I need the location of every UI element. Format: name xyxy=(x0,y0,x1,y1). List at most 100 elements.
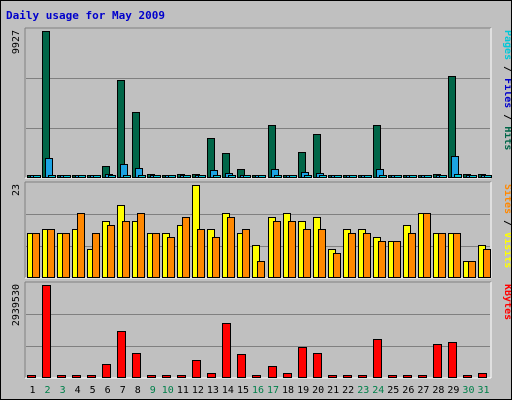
bar-pages-day-8 xyxy=(138,175,146,178)
x-tick-label: 28 xyxy=(432,385,444,396)
bar-kbytes-day-23 xyxy=(358,375,367,378)
bar-pages-day-20 xyxy=(319,175,327,178)
bar-kbytes-day-22 xyxy=(343,375,352,378)
bar-kbytes-day-2 xyxy=(42,285,51,378)
x-tick-label: 9 xyxy=(150,385,156,396)
bar-sites-day-28 xyxy=(438,233,446,278)
bar-kbytes-day-27 xyxy=(418,375,427,378)
x-tick-label: 5 xyxy=(90,385,96,396)
x-tick-label: 7 xyxy=(120,385,126,396)
x-tick-label: 8 xyxy=(135,385,141,396)
bar-sites-day-3 xyxy=(62,233,70,278)
bar-sites-day-6 xyxy=(107,225,115,278)
x-tick-label: 21 xyxy=(327,385,339,396)
bar-pages-day-3 xyxy=(63,175,71,178)
bar-pages-day-22 xyxy=(349,175,357,178)
bar-sites-day-5 xyxy=(92,233,100,278)
x-tick-label: 18 xyxy=(282,385,294,396)
x-tick-label: 19 xyxy=(297,385,309,396)
bar-pages-day-9 xyxy=(153,175,161,178)
x-tick-label: 10 xyxy=(162,385,174,396)
legend-hits: Pages / Files / Hits xyxy=(502,30,511,150)
bar-sites-day-11 xyxy=(182,217,190,278)
panel-background xyxy=(25,28,491,178)
bar-sites-day-20 xyxy=(318,229,326,278)
bar-pages-day-6 xyxy=(108,175,116,178)
x-tick-label: 24 xyxy=(372,385,384,396)
bar-pages-day-27 xyxy=(424,175,432,178)
x-tick-label: 15 xyxy=(237,385,249,396)
bar-sites-day-13 xyxy=(212,237,220,278)
x-tick-label: 4 xyxy=(75,385,81,396)
bar-kbytes-day-25 xyxy=(388,375,397,378)
bar-pages-day-28 xyxy=(439,175,447,178)
bar-kbytes-day-8 xyxy=(132,353,141,378)
bar-kbytes-day-6 xyxy=(102,364,111,378)
bar-sites-day-8 xyxy=(137,213,145,278)
bar-pages-day-13 xyxy=(213,175,221,178)
x-tick-label: 23 xyxy=(357,385,369,396)
bar-sites-day-10 xyxy=(167,237,175,278)
legend-part: Visits xyxy=(502,232,511,268)
x-tick-label: 16 xyxy=(252,385,264,396)
legend-part: Pages xyxy=(502,30,511,60)
bar-pages-day-12 xyxy=(198,175,206,178)
bar-pages-day-14 xyxy=(228,175,236,178)
bar-pages-day-10 xyxy=(168,175,176,178)
bar-kbytes-day-28 xyxy=(433,344,442,378)
x-tick-label: 6 xyxy=(105,385,111,396)
bar-kbytes-day-14 xyxy=(222,323,231,378)
bar-hits-day-8 xyxy=(132,112,140,178)
bar-hits-day-2 xyxy=(42,31,50,178)
bar-kbytes-day-24 xyxy=(373,339,382,378)
bar-pages-day-5 xyxy=(93,175,101,178)
legend-part: / xyxy=(502,108,511,126)
legend-visits: Sites / Visits xyxy=(502,184,511,268)
bar-kbytes-day-5 xyxy=(87,375,96,378)
bar-pages-day-11 xyxy=(183,175,191,178)
bar-sites-day-27 xyxy=(423,213,431,278)
bar-sites-day-17 xyxy=(273,221,281,278)
bar-kbytes-day-16 xyxy=(252,375,261,378)
legend-kbytes: KBytes xyxy=(502,284,511,320)
bar-sites-day-26 xyxy=(408,233,416,278)
bar-kbytes-day-7 xyxy=(117,331,126,378)
bar-sites-day-30 xyxy=(468,261,476,278)
panel-hits: 9927 Pages / Files / Hits xyxy=(11,27,511,179)
bar-sites-day-31 xyxy=(483,249,491,278)
bar-pages-day-18 xyxy=(289,175,297,178)
x-tick-label: 11 xyxy=(177,385,189,396)
bar-files-day-2 xyxy=(45,158,53,178)
bar-sites-day-25 xyxy=(393,241,401,278)
bar-pages-day-29 xyxy=(454,174,462,178)
bar-kbytes-day-20 xyxy=(313,353,322,378)
bar-kbytes-day-17 xyxy=(268,366,277,378)
bar-kbytes-day-18 xyxy=(283,373,292,378)
bar-sites-day-12 xyxy=(197,229,205,278)
bar-pages-day-25 xyxy=(394,175,402,178)
bar-sites-day-16 xyxy=(257,261,265,278)
bar-sites-day-23 xyxy=(363,233,371,278)
bar-sites-day-29 xyxy=(453,233,461,278)
bar-sites-day-15 xyxy=(242,229,250,278)
x-tick-label: 29 xyxy=(447,385,459,396)
x-tick-label: 27 xyxy=(417,385,429,396)
y-max-label-hits: 9927 xyxy=(11,30,22,54)
x-tick-label: 17 xyxy=(267,385,279,396)
x-tick-label: 1 xyxy=(30,385,36,396)
bar-sites-day-14 xyxy=(227,217,235,278)
bar-pages-day-30 xyxy=(469,175,477,178)
bar-sites-day-2 xyxy=(47,229,55,278)
bar-pages-day-24 xyxy=(379,175,387,178)
bar-kbytes-day-1 xyxy=(27,375,36,378)
x-tick-label: 25 xyxy=(387,385,399,396)
legend-part: KBytes xyxy=(502,284,511,320)
bar-pages-day-15 xyxy=(243,175,251,178)
bar-kbytes-day-29 xyxy=(448,342,457,378)
bar-sites-day-18 xyxy=(288,221,296,278)
legend-part: Hits xyxy=(502,126,511,150)
x-tick-label: 30 xyxy=(462,385,474,396)
bar-kbytes-day-13 xyxy=(207,373,216,378)
